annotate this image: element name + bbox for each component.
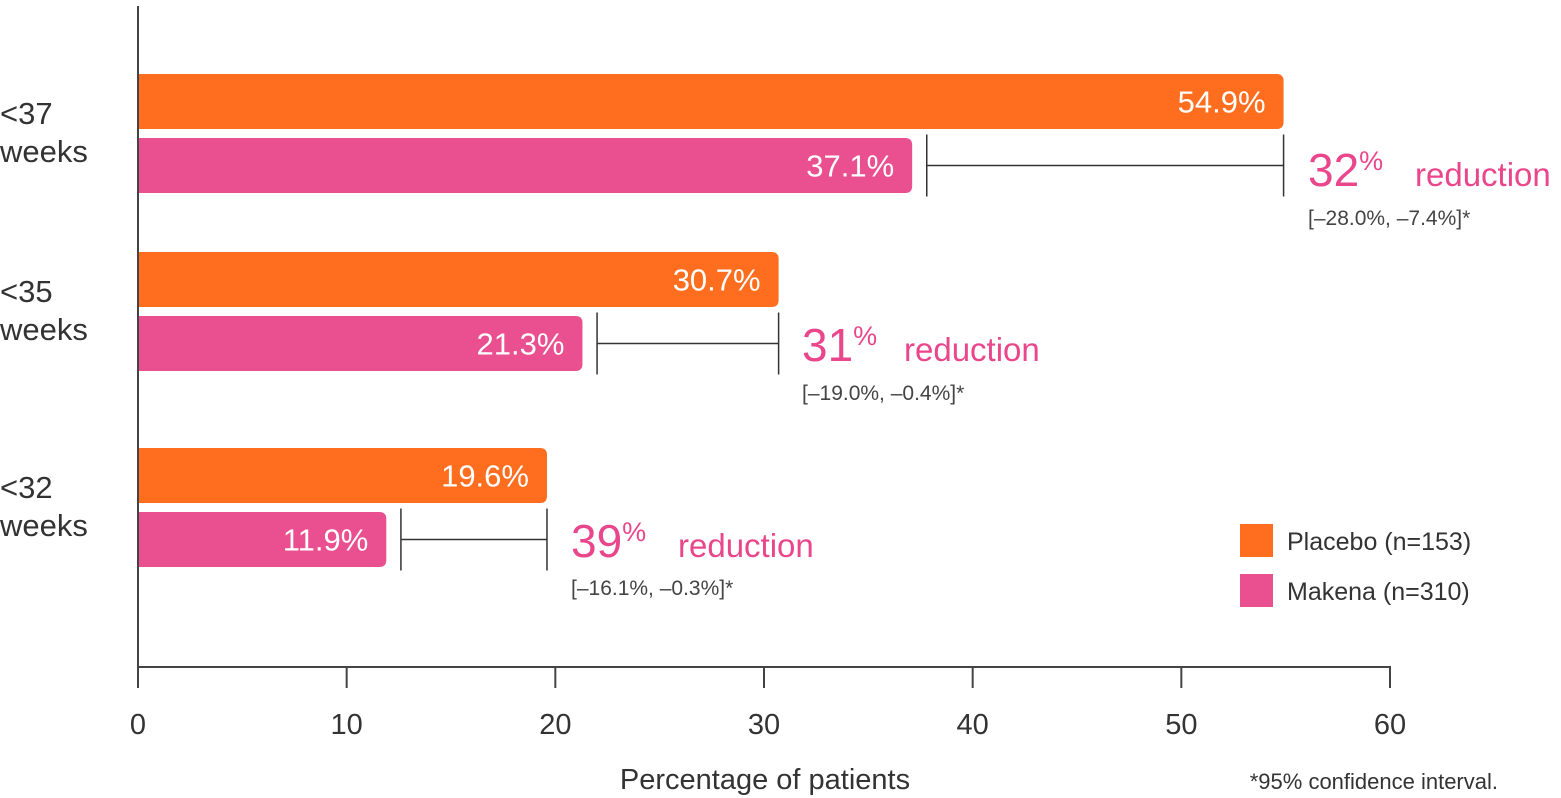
makena-bar	[138, 316, 583, 371]
category-label-line: weeks	[0, 134, 88, 169]
makena-bar	[138, 138, 913, 193]
reduction-percent-sign: %	[1359, 146, 1383, 176]
confidence-interval: [–16.1%, –0.3%]*	[571, 577, 733, 600]
category-label: <35 weeks	[0, 274, 88, 347]
x-tick-label: 60	[1374, 709, 1406, 741]
x-tick-label: 0	[130, 709, 146, 741]
x-tick-label: 50	[1165, 709, 1197, 741]
makena-bar	[138, 512, 387, 567]
reduction-number: 39%	[571, 515, 646, 567]
legend-swatch-placebo	[1240, 524, 1273, 557]
category-label-line: <32	[0, 470, 53, 505]
placebo-bar	[138, 74, 1284, 129]
reduction-number: 32%	[1308, 144, 1383, 196]
reduction-number: 31%	[802, 319, 877, 371]
placebo-bar-label: 54.9%	[1178, 85, 1266, 120]
x-tick-label: 30	[748, 709, 780, 741]
x-tick-label: 10	[331, 709, 363, 741]
confidence-interval: [–28.0%, –7.4%]*	[1308, 207, 1470, 230]
reduction-word: reduction	[678, 527, 814, 564]
makena-bar-label: 21.3%	[477, 327, 565, 362]
category-label: <37 weeks	[0, 96, 88, 169]
reduction-percent-sign: %	[853, 321, 877, 351]
makena-bar-label: 11.9%	[283, 523, 369, 558]
placebo-bar-label: 30.7%	[673, 263, 761, 298]
x-tick-label: 20	[539, 709, 571, 741]
category-label-line: <35	[0, 274, 53, 309]
x-axis-title: Percentage of patients	[620, 764, 910, 796]
category-label-line: weeks	[0, 508, 88, 543]
reduction-word: reduction	[1415, 156, 1551, 193]
placebo-bar	[138, 252, 779, 307]
confidence-interval: [–19.0%, –0.4%]*	[802, 382, 964, 405]
category-label-line: <37	[0, 96, 53, 131]
legend-label-makena: Makena (n=310)	[1287, 578, 1470, 606]
x-tick-label: 40	[957, 709, 989, 741]
legend-label-placebo: Placebo (n=153)	[1287, 528, 1471, 556]
legend-swatch-makena	[1240, 574, 1273, 607]
placebo-bar-label: 19.6%	[441, 459, 529, 494]
placebo-bar	[138, 448, 547, 503]
category-label-line: weeks	[0, 312, 88, 347]
footnote: *95% confidence interval.	[1250, 769, 1498, 794]
reduction-word: reduction	[904, 331, 1040, 368]
reduction-percent-sign: %	[622, 517, 646, 547]
category-label: <32 weeks	[0, 470, 88, 543]
makena-bar-label: 37.1%	[806, 149, 894, 184]
